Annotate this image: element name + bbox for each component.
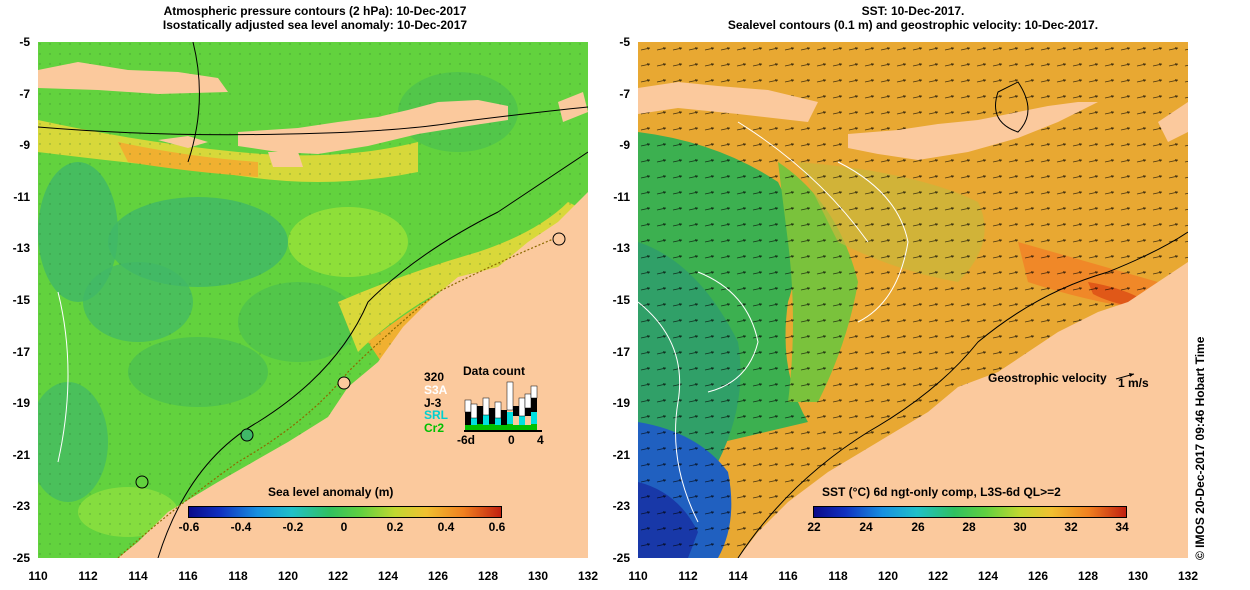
sst-cb-tick: 32 <box>1064 520 1078 534</box>
x-tick-label: 130 <box>527 569 549 583</box>
x-tick-label: 122 <box>327 569 349 583</box>
x-tick-label: 120 <box>877 569 899 583</box>
sla-cb-tick: 0.4 <box>437 520 455 534</box>
x-tick-label: 128 <box>1077 569 1099 583</box>
legend-srl: SRL <box>424 408 448 422</box>
left-title-line1: Atmospheric pressure contours (2 hPa): 1… <box>163 4 467 18</box>
sst-cb-tick: 26 <box>911 520 925 534</box>
x-tick-label: 122 <box>927 569 949 583</box>
x-tick-label: 132 <box>577 569 599 583</box>
y-tick-label: -9 <box>619 138 630 153</box>
sst-cb-tick: 22 <box>807 520 821 534</box>
x-tick-label: 130 <box>1127 569 1149 583</box>
x-tick-label: 118 <box>228 569 248 583</box>
sst-cb-tick: 34 <box>1115 520 1129 534</box>
data-count-x-mid: 0 <box>508 433 515 447</box>
sst-cb-tick: 28 <box>962 520 976 534</box>
legend-cr2: Cr2 <box>424 421 445 435</box>
y-tick-label: -15 <box>12 293 30 307</box>
x-tick-label: 132 <box>1177 569 1199 583</box>
data-count-max: 320 <box>424 370 445 384</box>
legend-j3: J-3 <box>424 396 442 410</box>
sla-cb-tick: 0.2 <box>386 520 404 534</box>
x-tick-label: 118 <box>828 569 848 583</box>
data-count-title: Data count <box>463 364 526 378</box>
y-tick-label: -11 <box>13 189 30 204</box>
data-count-x-end: 4 <box>537 433 544 447</box>
sst-colorbar <box>813 506 1127 518</box>
y-tick-label: -13 <box>12 241 30 256</box>
x-tick-label: 110 <box>628 569 648 583</box>
velocity-label: Geostrophic velocity <box>988 371 1107 385</box>
y-tick-label: -5 <box>19 35 30 49</box>
y-tick-label: -23 <box>12 499 30 514</box>
y-tick-label: -25 <box>12 551 30 565</box>
y-tick-label: -17 <box>612 344 630 359</box>
sla-cb-tick: 0.6 <box>488 520 506 534</box>
data-count-x-start: -6d <box>457 433 475 447</box>
sst-colorbar-label: SST (°C) 6d ngt-only comp, L3S-6d QL>=2 <box>822 485 1061 499</box>
y-tick-label: -7 <box>19 86 30 101</box>
data-count-chart <box>464 381 542 432</box>
sst-velocity-map <box>638 42 1188 558</box>
left-title-line2: Isostatically adjusted sea level anomaly… <box>162 18 468 32</box>
x-tick-label: 128 <box>477 569 499 583</box>
sla-cb-tick: 0 <box>340 520 348 534</box>
y-tick-label: -5 <box>619 35 630 49</box>
x-tick-label: 114 <box>128 569 148 583</box>
sla-colorbar-label: Sea level anomaly (m) <box>268 485 394 499</box>
x-tick-label: 112 <box>78 569 98 583</box>
y-tick-label: -17 <box>12 344 30 359</box>
right-title-line2: Sealevel contours (0.1 m) and geostrophi… <box>727 18 1099 32</box>
x-tick-label: 124 <box>977 569 999 583</box>
y-tick-label: -19 <box>12 396 30 411</box>
y-tick-label: -23 <box>612 499 630 514</box>
right-title-line1: SST: 10-Dec-2017. <box>861 4 965 18</box>
legend-s3a: S3A <box>424 383 448 397</box>
x-tick-label: 124 <box>377 569 399 583</box>
y-tick-label: -11 <box>613 189 630 204</box>
y-tick-label: -13 <box>612 241 630 256</box>
y-tick-label: -19 <box>612 396 630 411</box>
sla-cb-tick: -0.6 <box>178 520 200 534</box>
sla-cb-tick: -0.4 <box>230 520 252 534</box>
y-tick-label: -25 <box>612 551 630 565</box>
sst-cb-tick: 30 <box>1013 520 1027 534</box>
y-tick-label: -9 <box>19 138 30 153</box>
x-tick-label: 126 <box>427 569 449 583</box>
x-tick-label: 112 <box>678 569 698 583</box>
y-tick-label: -21 <box>12 447 30 462</box>
x-tick-label: 110 <box>28 569 48 583</box>
y-tick-label: -21 <box>612 447 630 462</box>
sea-level-anomaly-map <box>38 42 588 558</box>
velocity-scale: 1 m/s <box>1118 376 1149 390</box>
sst-cb-tick: 24 <box>859 520 873 534</box>
sla-cb-tick: -0.2 <box>282 520 304 534</box>
x-tick-label: 116 <box>778 569 798 583</box>
credit-text: © IMOS 20-Dec-2017 09:46 Hobart Time <box>1193 336 1207 560</box>
y-tick-label: -15 <box>612 293 630 307</box>
x-tick-label: 114 <box>728 569 748 583</box>
x-tick-label: 116 <box>178 569 198 583</box>
sla-colorbar <box>188 506 502 518</box>
y-tick-label: -7 <box>619 86 630 101</box>
x-tick-label: 120 <box>277 569 299 583</box>
x-tick-label: 126 <box>1027 569 1049 583</box>
